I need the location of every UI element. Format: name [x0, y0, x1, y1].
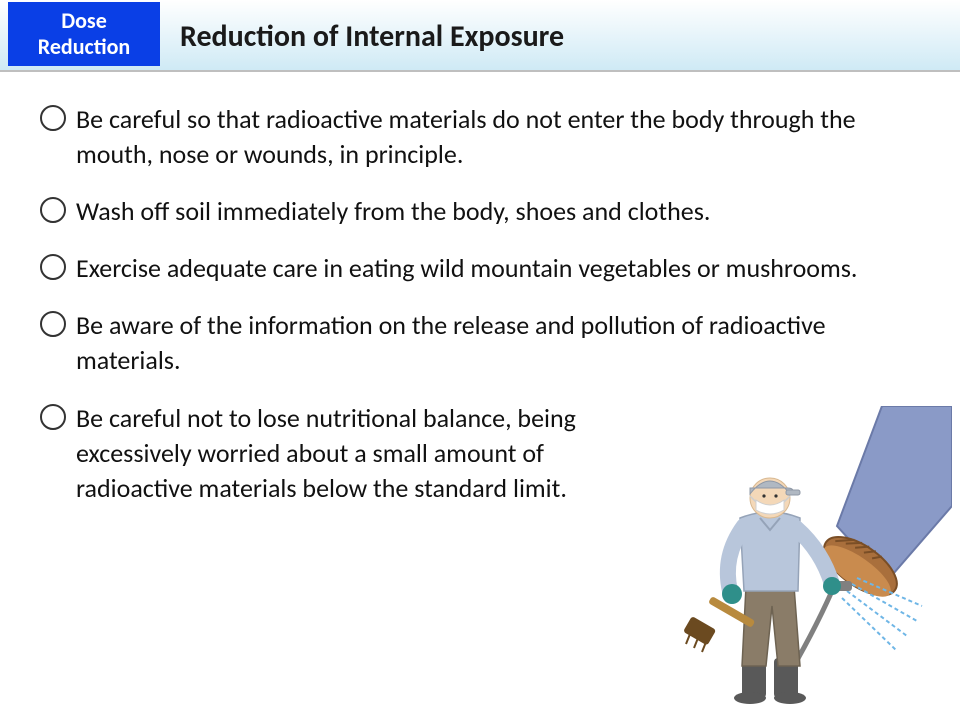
list-item-text: Be careful so that radioactive materials… [76, 100, 930, 172]
list-item: Be careful so that radioactive materials… [30, 100, 930, 172]
list-item-text: Be aware of the information on the relea… [76, 306, 930, 378]
category-badge: Dose Reduction [8, 2, 160, 66]
list-item: Be aware of the information on the relea… [30, 306, 930, 378]
circle-bullet-icon [30, 249, 76, 285]
circle-bullet-icon [30, 306, 76, 342]
circle-bullet-icon [30, 100, 76, 136]
circle-bullet-icon [30, 192, 76, 228]
list-item-text: Exercise adequate care in eating wild mo… [76, 249, 858, 286]
circle-bullet-icon [30, 399, 76, 435]
page-title: Reduction of Internal Exposure [180, 18, 564, 55]
badge-line1: Dose [61, 7, 107, 34]
list-item: Wash off soil immediately from the body,… [30, 192, 930, 229]
header: Dose Reduction Reduction of Internal Exp… [0, 0, 960, 72]
slide: Dose Reduction Reduction of Internal Exp… [0, 0, 960, 720]
list-item-text: Wash off soil immediately from the body,… [76, 192, 710, 229]
badge-line2: Reduction [38, 33, 130, 60]
illustration [682, 406, 952, 706]
list-item: Exercise adequate care in eating wild mo… [30, 249, 930, 286]
list-item-text: Be careful not to lose nutritional balan… [76, 399, 636, 506]
